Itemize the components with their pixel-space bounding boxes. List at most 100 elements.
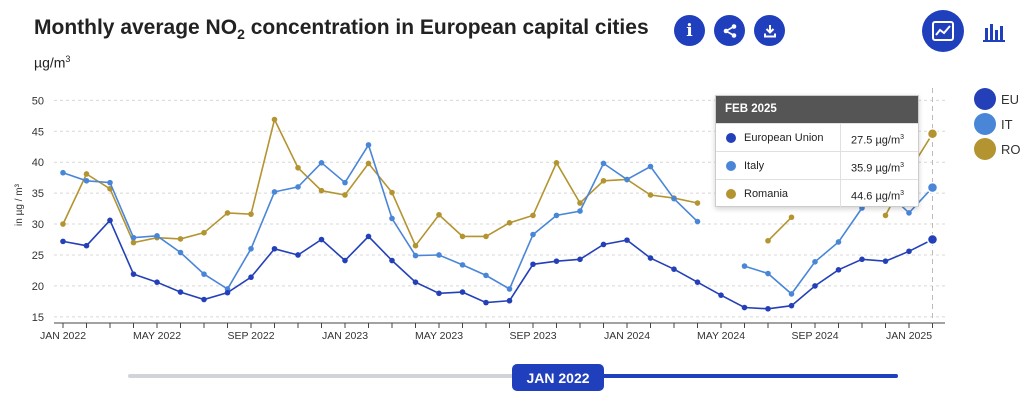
data-point-it	[812, 258, 818, 265]
y-tick-label: 35	[32, 188, 44, 200]
legend-label-it: IT	[1001, 116, 1013, 132]
data-point-ro	[553, 160, 560, 166]
tooltip-value: 35.9 µg/m3	[840, 152, 904, 179]
data-point-it	[577, 208, 583, 214]
data-point-eu	[577, 256, 583, 263]
data-point-eu	[177, 289, 184, 295]
data-point-ro	[295, 164, 301, 171]
legend-item-eu[interactable]: EU	[974, 88, 1019, 110]
bar-chart-icon	[983, 24, 1005, 42]
data-point-it	[835, 239, 842, 245]
y-tick-label: 40	[32, 157, 44, 169]
legend-item-it[interactable]: IT	[974, 113, 1013, 135]
download-icon	[763, 24, 776, 37]
data-point-it	[201, 271, 207, 277]
info-icon: i	[686, 20, 693, 41]
data-point-it	[741, 263, 748, 269]
data-point-eu	[624, 237, 630, 243]
data-point-ro	[365, 160, 372, 167]
data-point-ro	[926, 128, 939, 140]
data-point-ro	[483, 233, 489, 240]
series-line-ro	[62, 117, 698, 248]
x-tick-label: JAN 2023	[322, 330, 368, 342]
data-point-eu	[318, 236, 325, 243]
data-point-eu	[812, 283, 818, 289]
data-point-eu	[671, 266, 677, 272]
data-point-it	[318, 160, 325, 166]
tooltip-name: European Union	[744, 131, 824, 144]
data-point-it	[342, 179, 348, 186]
data-point-eu	[107, 217, 113, 224]
info-button[interactable]: i	[674, 15, 705, 46]
data-point-it	[271, 189, 278, 195]
tooltip-row-it: Italy 35.9 µg/m3	[716, 151, 918, 179]
y-tick-label: 20	[32, 281, 44, 293]
data-point-eu	[483, 299, 489, 306]
data-point-eu	[389, 257, 395, 264]
data-point-eu	[906, 248, 912, 255]
tooltip-value: 27.5 µg/m3	[840, 124, 904, 151]
data-point-it	[694, 218, 701, 225]
data-point-it	[177, 249, 184, 256]
data-point-it	[295, 184, 301, 190]
data-point-it	[553, 212, 560, 219]
data-point-ro	[342, 192, 348, 198]
data-point-ro	[318, 187, 325, 194]
tooltip-value: 44.6 µg/m3	[840, 180, 904, 207]
data-point-ro	[694, 200, 701, 206]
data-point-ro	[530, 212, 536, 219]
tooltip-row-ro: Romania 44.6 µg/m3	[716, 179, 918, 207]
data-point-ro	[600, 177, 607, 184]
data-point-eu	[83, 242, 90, 249]
legend-item-ro[interactable]: RO	[974, 138, 1021, 160]
time-slider-handle[interactable]: JAN 2022	[512, 364, 604, 391]
tooltip-name: Italy	[744, 159, 765, 172]
data-point-eu	[271, 245, 278, 252]
data-point-eu	[765, 305, 771, 312]
data-point-eu	[248, 274, 254, 281]
data-point-it	[436, 252, 442, 258]
x-tick-label: SEP 2022	[227, 330, 274, 342]
line-chart-icon	[932, 21, 954, 41]
data-point-it	[248, 245, 254, 252]
y-tick-label: 25	[32, 250, 44, 262]
data-point-ro	[506, 220, 513, 226]
data-point-eu	[342, 257, 348, 264]
data-point-it	[647, 163, 654, 170]
data-point-eu	[224, 289, 231, 296]
x-tick-label: JAN 2024	[604, 330, 650, 342]
data-point-it	[506, 286, 513, 292]
data-point-ro	[60, 221, 66, 227]
data-point-it	[365, 142, 372, 148]
data-point-it	[107, 179, 113, 186]
data-point-ro	[83, 171, 90, 177]
data-point-it	[530, 231, 536, 238]
data-point-ro	[224, 210, 231, 216]
tooltip-row-eu: European Union 27.5 µg/m3	[716, 123, 918, 151]
x-tick-label: JAN 2022	[40, 330, 86, 342]
data-point-eu	[295, 252, 301, 258]
data-point-eu	[412, 279, 419, 285]
legend-label-ro: RO	[1001, 141, 1021, 157]
download-button[interactable]	[754, 15, 785, 46]
y-tick-label: 45	[32, 126, 44, 138]
data-point-eu	[154, 279, 160, 285]
data-point-it	[130, 234, 137, 241]
bar-chart-view-button[interactable]	[976, 14, 1012, 50]
data-point-eu	[436, 290, 442, 297]
y-axis-title: in µg / m³	[14, 183, 25, 226]
line-chart-view-button[interactable]	[922, 10, 964, 52]
x-tick-label: SEP 2024	[791, 330, 838, 342]
data-point-it	[600, 160, 607, 167]
series-line-it	[62, 143, 699, 291]
data-point-eu	[882, 258, 889, 264]
tooltip: FEB 2025 European Union 27.5 µg/m3 Italy…	[715, 95, 919, 207]
share-icon	[723, 23, 736, 38]
data-point-eu	[201, 296, 207, 303]
data-point-ro	[577, 200, 583, 206]
data-point-it	[483, 272, 489, 279]
share-button[interactable]	[714, 15, 745, 46]
y-tick-label: 50	[32, 95, 44, 107]
data-point-it	[671, 195, 677, 202]
data-point-ro	[248, 211, 254, 217]
